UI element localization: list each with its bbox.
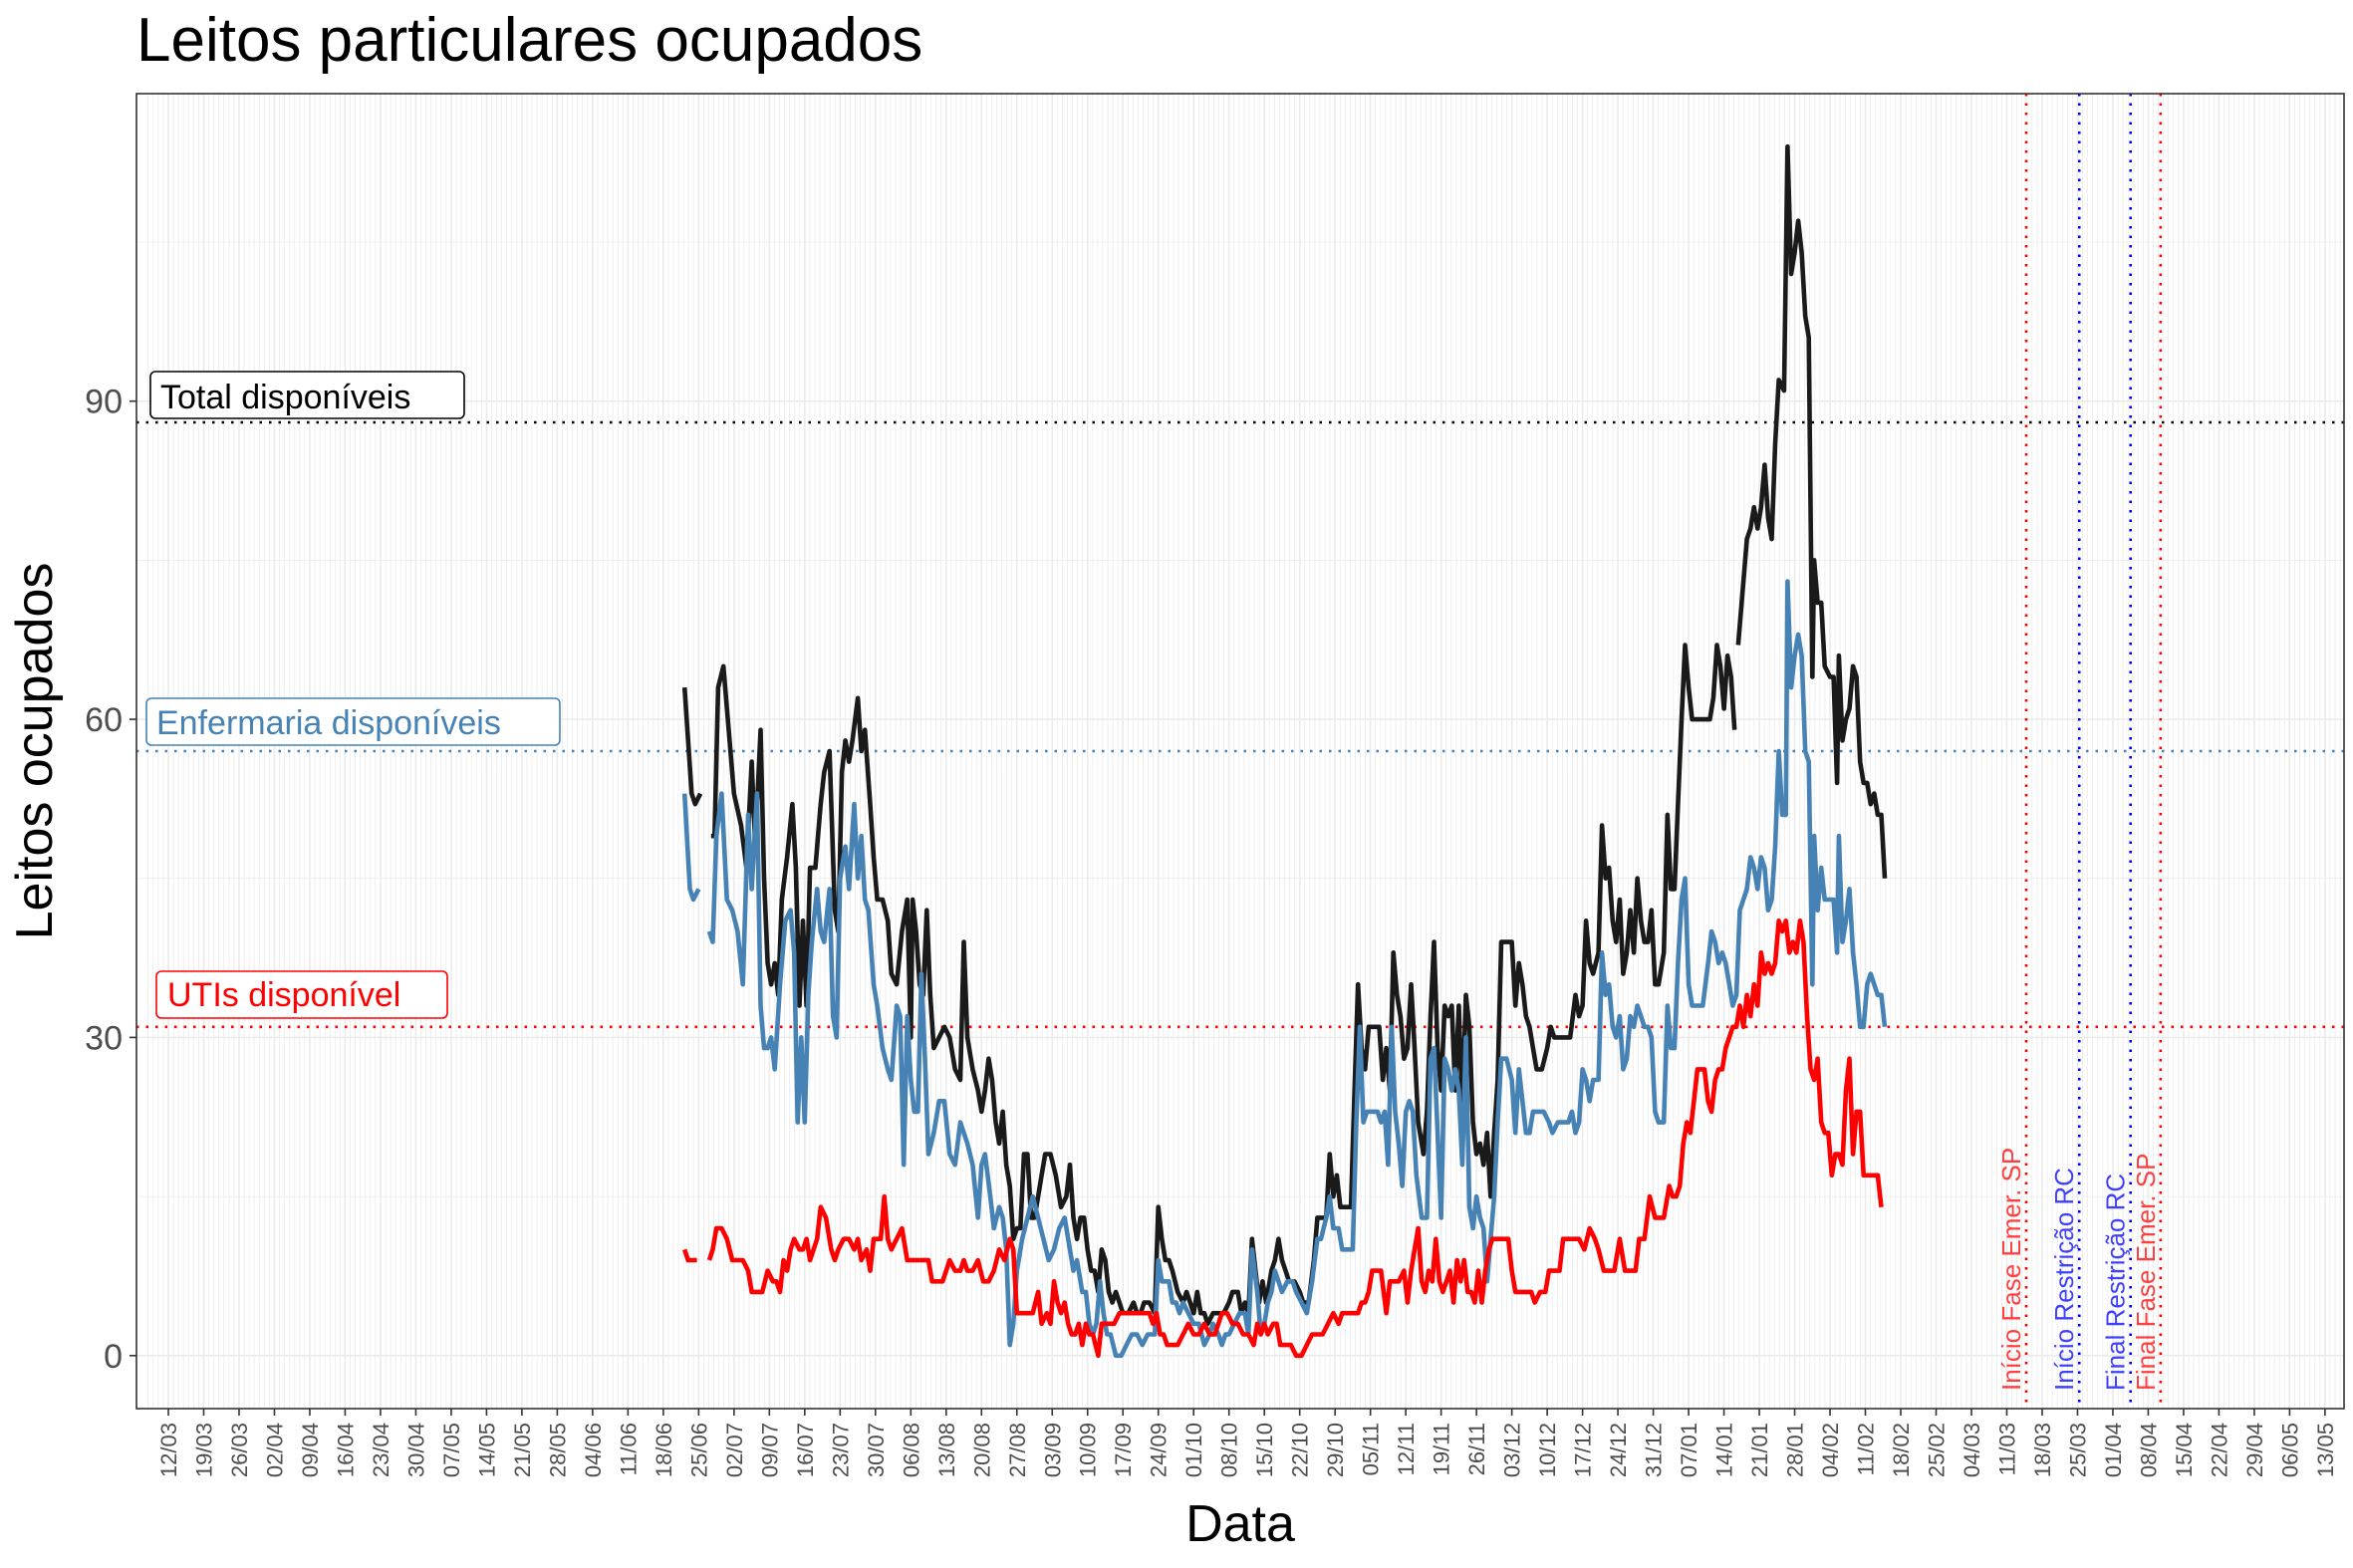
event-label: Final Restrição RC <box>2101 1174 2131 1391</box>
event-lines <box>2024 94 2163 1409</box>
x-tick-label: 06/05 <box>2277 1423 2302 1477</box>
x-tick-label: 19/11 <box>1430 1423 1454 1475</box>
x-tick-label: 08/10 <box>1217 1423 1242 1477</box>
y-tick-label: 60 <box>85 701 123 739</box>
x-tick-label: 03/12 <box>1500 1423 1525 1477</box>
y-axis-title: Leitos ocupados <box>6 563 64 940</box>
x-axis-title: Data <box>1185 1495 1295 1553</box>
x-tick-label: 25/06 <box>686 1423 711 1477</box>
x-tick-label: 09/07 <box>757 1423 782 1477</box>
x-tick-label: 16/04 <box>333 1423 358 1477</box>
x-tick-label: 04/02 <box>1818 1423 1843 1477</box>
x-tick-label: 26/03 <box>227 1423 252 1477</box>
x-tick-label: 12/11 <box>1394 1423 1419 1475</box>
x-tick-label: 11/02 <box>1854 1423 1879 1475</box>
x-tick-label: 23/04 <box>369 1423 393 1477</box>
x-tick-label: 13/08 <box>934 1423 959 1477</box>
reference-label-box <box>149 371 465 419</box>
x-tick-label: 04/06 <box>581 1423 606 1477</box>
reference-label-box <box>155 970 448 1019</box>
x-tick-label: 04/03 <box>1960 1423 1984 1477</box>
x-tick-label: 16/07 <box>793 1423 818 1477</box>
x-tick-label: 02/04 <box>262 1423 287 1477</box>
x-tick-label: 25/02 <box>1925 1423 1950 1477</box>
x-tick-label: 05/11 <box>1359 1423 1384 1475</box>
x-tick-label: 14/05 <box>474 1423 499 1477</box>
x-tick-label: 01/04 <box>2101 1423 2126 1477</box>
event-label: Início Restrição RC <box>2049 1168 2079 1391</box>
x-tick-label: 21/05 <box>510 1423 535 1477</box>
x-tick-label: 27/08 <box>1005 1423 1030 1477</box>
x-tick-label: 20/08 <box>969 1423 994 1477</box>
plot-panel-border <box>135 93 2345 1410</box>
chart-title: Leitos particulares ocupados <box>136 6 922 75</box>
x-tick-label: 17/09 <box>1111 1423 1136 1477</box>
event-labels: Início Fase Emer. SP Início Restrição RC F… <box>1996 1148 2161 1391</box>
x-tick-label: 26/11 <box>1464 1423 1489 1475</box>
y-tick-label: 30 <box>85 1019 123 1057</box>
event-label: Início Fase Emer. SP <box>1996 1148 2026 1391</box>
x-tick-label: 10/09 <box>1076 1423 1101 1477</box>
x-tick-label: 10/12 <box>1535 1423 1560 1477</box>
series-line <box>682 918 1884 1359</box>
x-tick-label: 13/05 <box>2313 1423 2338 1477</box>
x-axis-ticks: 12/03 19/03 26/03 02/04 09/04 16/04 23/04 30/04… <box>156 1409 2338 1477</box>
series-lines <box>681 143 1888 1359</box>
x-tick-label: 09/04 <box>298 1423 323 1477</box>
x-tick-label: 23/07 <box>828 1423 853 1477</box>
series-line <box>681 579 1888 1359</box>
x-tick-label: 30/07 <box>864 1423 889 1477</box>
x-tick-label: 15/10 <box>1252 1423 1277 1477</box>
reference-labels: Total disponíveis Enfermaria disponíveis U… <box>145 371 561 1019</box>
x-tick-label: 29/10 <box>1323 1423 1348 1477</box>
x-tick-label: 28/05 <box>545 1423 570 1477</box>
x-tick-label: 19/03 <box>191 1423 216 1477</box>
x-tick-label: 11/03 <box>1994 1423 2019 1475</box>
y-axis-ticks: 0 30 60 90 <box>85 384 136 1376</box>
x-tick-label: 24/12 <box>1606 1423 1631 1477</box>
reference-label-box <box>145 697 561 746</box>
x-tick-label: 12/03 <box>156 1423 181 1477</box>
x-tick-label: 01/10 <box>1181 1423 1206 1477</box>
x-tick-label: 24/09 <box>1147 1423 1172 1477</box>
x-tick-label: 18/03 <box>2030 1423 2055 1477</box>
reference-label: Total disponíveis <box>160 379 410 416</box>
x-tick-label: 03/09 <box>1040 1423 1065 1477</box>
x-tick-label: 30/04 <box>403 1423 428 1477</box>
x-tick-label: 18/02 <box>1889 1423 1914 1477</box>
grid <box>136 94 2344 1409</box>
x-tick-label: 22/10 <box>1288 1423 1313 1477</box>
x-tick-label: 02/07 <box>722 1423 747 1477</box>
x-tick-label: 25/03 <box>2065 1423 2090 1477</box>
reference-label: Enfermaria disponíveis <box>156 704 501 742</box>
event-label: Final Fase Emer. SP <box>2131 1154 2161 1391</box>
x-tick-label: 15/04 <box>2172 1423 2197 1477</box>
x-tick-label: 18/06 <box>652 1423 676 1477</box>
y-tick-label: 0 <box>104 1338 123 1376</box>
reference-label: UTIs disponível <box>167 976 400 1014</box>
x-tick-label: 11/06 <box>616 1423 641 1475</box>
x-tick-label: 07/05 <box>439 1423 464 1477</box>
x-tick-label: 22/04 <box>2207 1423 2231 1477</box>
series-line <box>681 143 1888 1327</box>
x-tick-label: 31/12 <box>1642 1423 1667 1477</box>
x-tick-label: 08/04 <box>2136 1423 2161 1477</box>
x-tick-label: 21/01 <box>1747 1423 1772 1477</box>
x-tick-label: 06/08 <box>899 1423 923 1477</box>
x-tick-label: 29/04 <box>2242 1423 2267 1477</box>
y-tick-label: 90 <box>85 384 123 421</box>
x-tick-label: 17/12 <box>1571 1423 1596 1477</box>
x-tick-label: 07/01 <box>1677 1423 1701 1477</box>
x-tick-label: 28/01 <box>1783 1423 1808 1477</box>
x-tick-label: 14/01 <box>1712 1423 1737 1477</box>
